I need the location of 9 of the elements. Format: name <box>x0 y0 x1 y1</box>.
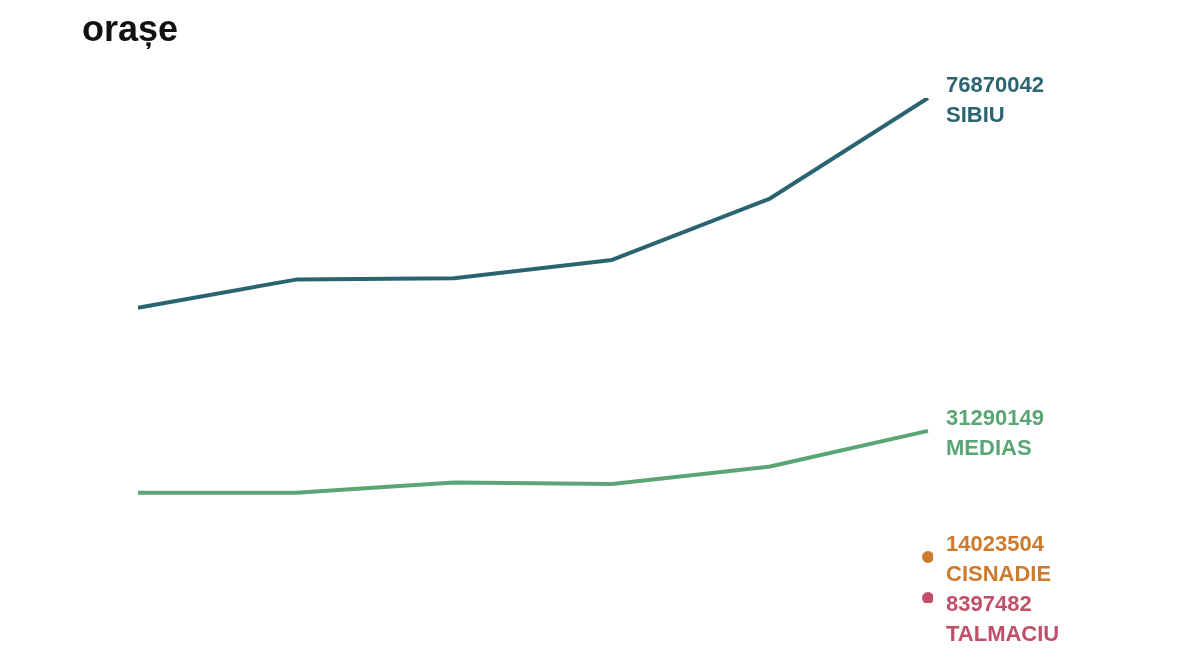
series-label: CISNADIE <box>946 560 1052 586</box>
data-label: 31290149 <box>946 404 1044 430</box>
data-label: 76870042 <box>946 72 1044 97</box>
data-label: 14023504 <box>946 530 1045 556</box>
series-label: SIBIU <box>946 102 1005 127</box>
chart-title: orașe <box>81 8 180 51</box>
series-label: MEDIAS <box>946 434 1032 460</box>
series-label: TALMACIU <box>946 620 1060 646</box>
data-label: 8397482 <box>946 590 1032 616</box>
